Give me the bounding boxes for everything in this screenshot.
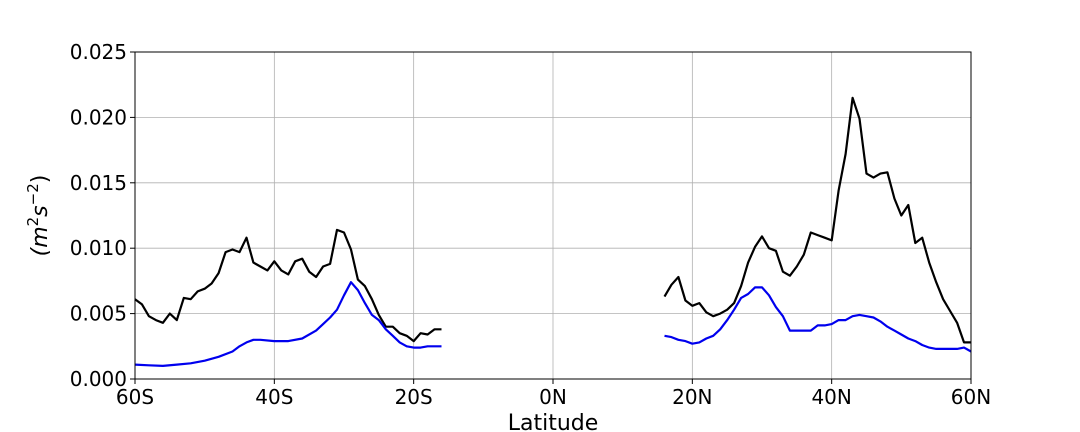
- y-axis-label-sup2: −2: [24, 183, 42, 205]
- x-tick-label: 20S: [395, 385, 433, 409]
- y-tick-label: 0.005: [70, 302, 127, 326]
- y-axis-label-sup1: 2: [24, 217, 42, 227]
- y-tick-label: 0.015: [70, 171, 127, 195]
- axis-ticks: 60S 40S 20S 0N 20N 40N 60N 0.000 0.005 0.010 0.015…: [70, 40, 991, 409]
- series-0-segment-1-line: [663, 96, 971, 344]
- y-tick-label: 0.025: [70, 40, 127, 64]
- x-axis-label: Latitude: [508, 411, 599, 432]
- x-tick-label: 60N: [951, 385, 991, 409]
- series-0-segment-0-line: [134, 228, 442, 343]
- y-tick-label: 0.010: [70, 236, 127, 260]
- y-axis-label: (m2s−2): [24, 175, 53, 257]
- y-axis-label-mid: s: [28, 205, 53, 216]
- y-axis-label-open: (m: [28, 226, 53, 256]
- series-1-segment-0-line: [134, 281, 442, 367]
- x-tick-label: 40N: [811, 385, 851, 409]
- series-lines: [134, 96, 972, 367]
- x-tick-label: 40S: [255, 385, 293, 409]
- y-axis-label-close: ): [28, 175, 53, 184]
- y-tick-label: 0.020: [70, 105, 127, 129]
- y-tick-label: 0.000: [70, 367, 127, 391]
- x-tick-label: 0N: [539, 385, 567, 409]
- x-tick-label: 20N: [672, 385, 712, 409]
- x-tick-label: 60S: [116, 385, 154, 409]
- series-1-segment-1-line: [664, 286, 972, 353]
